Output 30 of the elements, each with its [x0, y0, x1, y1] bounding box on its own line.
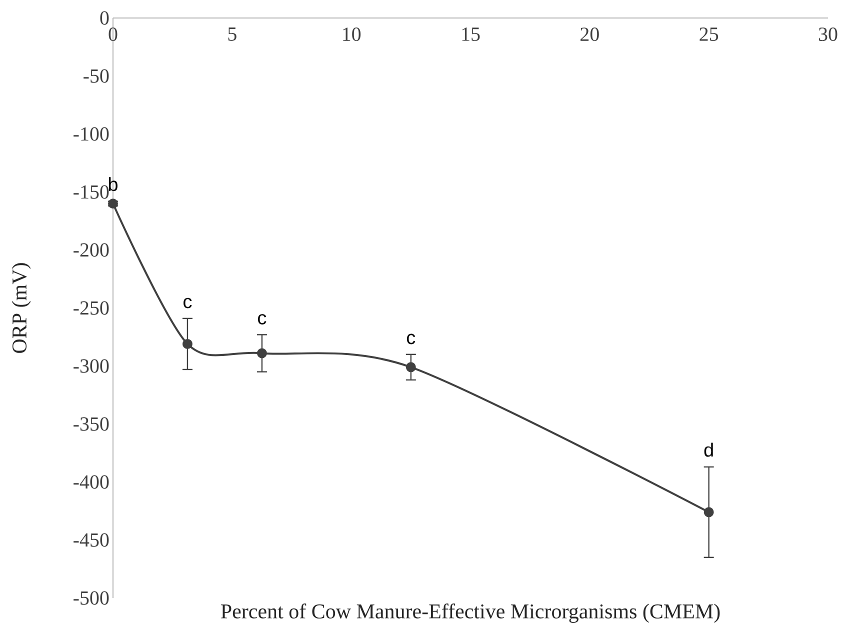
y-axis-title: ORP (mV) [12, 263, 31, 353]
y-tick-label: -300 [74, 359, 109, 373]
y-tick-label: -400 [74, 475, 109, 489]
point [406, 362, 416, 372]
annotation: b [108, 177, 118, 192]
annotation: d [704, 442, 713, 457]
y-tick-label: -100 [74, 127, 109, 141]
y-tick-label: -250 [74, 301, 109, 315]
x-tick-label: 10 [343, 28, 361, 42]
point [704, 507, 714, 518]
annotation: c [184, 298, 192, 308]
point [108, 198, 118, 209]
annotation: c [258, 314, 266, 324]
point [182, 338, 192, 349]
y-tick-label: -50 [84, 69, 109, 83]
x-tick-label: 0 [108, 28, 118, 42]
x-tick-label: 30 [818, 28, 838, 42]
x-axis-title: Percent of Cow Manure-Effective Microrganisms (CMEM) [221, 604, 720, 623]
point [256, 348, 267, 358]
y-tick-label: -350 [74, 417, 109, 431]
y-tick-label: -500 [74, 591, 109, 605]
x-tick-label: 5 [228, 28, 236, 41]
y-tick-label: 0 [100, 11, 109, 25]
y-tick-label: -450 [74, 533, 109, 547]
annotation: c [406, 334, 416, 344]
y-tick-label: -200 [74, 243, 109, 257]
x-tick-label: 25 [700, 28, 718, 41]
x-tick-label: 20 [580, 28, 599, 42]
y-tick-label: -150 [74, 185, 109, 199]
x-tick-label: 15 [462, 28, 480, 41]
